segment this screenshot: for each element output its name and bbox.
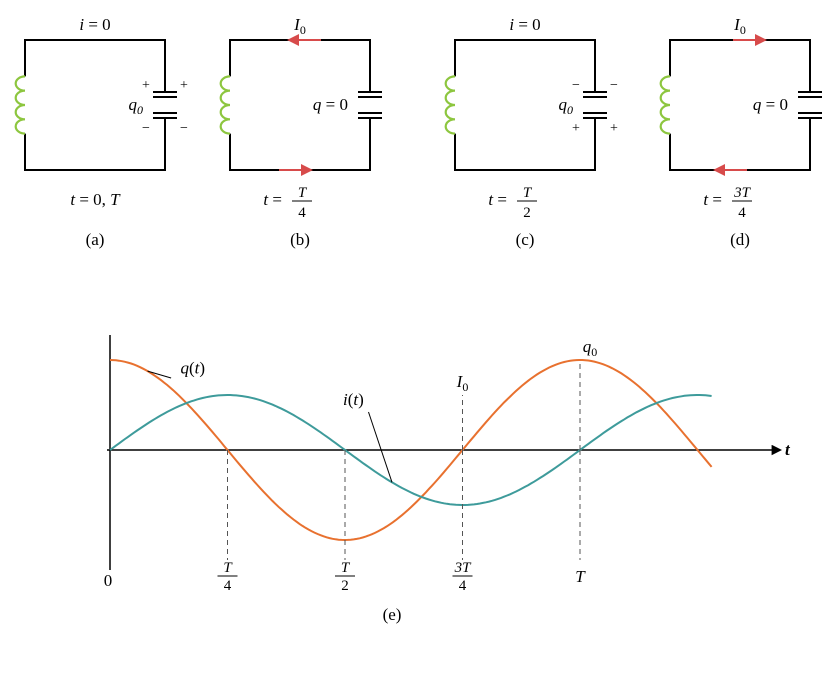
figure-svg: ++−−q0i = 0t = 0, T(a)q = 0I0t = T4(b)−−… bbox=[10, 10, 828, 671]
panel-label: (b) bbox=[290, 230, 310, 249]
panel-label: (a) bbox=[86, 230, 105, 249]
inductor bbox=[16, 76, 25, 133]
svg-text:t =: t = bbox=[263, 190, 282, 209]
svg-text:4: 4 bbox=[298, 205, 306, 221]
i-label: i(t) bbox=[343, 390, 364, 409]
svg-text:+: + bbox=[572, 121, 580, 136]
tick-label: T bbox=[575, 567, 586, 586]
fraction-label: t = 3T 4 bbox=[703, 185, 752, 221]
svg-text:4: 4 bbox=[224, 578, 232, 594]
panel-label: (d) bbox=[730, 230, 750, 249]
axis-label-t: t bbox=[785, 440, 791, 459]
svg-text:2: 2 bbox=[341, 578, 349, 594]
time-label: t = 0, T bbox=[70, 190, 121, 209]
fraction-label: t = T 4 bbox=[263, 185, 312, 221]
current-label: i = 0 bbox=[79, 15, 110, 34]
svg-text:4: 4 bbox=[738, 205, 746, 221]
polarity-sign: + bbox=[142, 78, 150, 93]
svg-text:4: 4 bbox=[459, 578, 467, 594]
svg-text:2: 2 bbox=[523, 205, 531, 221]
tick-label: 3T bbox=[454, 560, 473, 576]
lc-circuit: q = 0 I0 t = T 4 (b) bbox=[221, 15, 382, 249]
wire bbox=[670, 118, 810, 170]
inductor bbox=[221, 76, 230, 133]
fraction-label: t = T 2 bbox=[488, 185, 537, 221]
q-label: q(t) bbox=[181, 359, 206, 378]
svg-text:−: − bbox=[180, 121, 188, 136]
q0-peak-label: q0 bbox=[583, 337, 598, 359]
svg-text:3T: 3T bbox=[733, 185, 752, 201]
current-label: I0 bbox=[293, 15, 306, 37]
svg-text:t =: t = bbox=[488, 190, 507, 209]
svg-text:t =: t = bbox=[703, 190, 722, 209]
current-label: I0 bbox=[733, 15, 746, 37]
tick-label: T bbox=[341, 560, 351, 576]
wire bbox=[230, 118, 370, 170]
lc-circuit: q = 0 I0 t = 3T 4 (d) bbox=[661, 15, 822, 249]
svg-text:−: − bbox=[142, 121, 150, 136]
svg-text:T: T bbox=[298, 185, 308, 201]
i0-peak-label: I0 bbox=[456, 372, 469, 394]
lc-circuit: + + − − q0 i = 0 t = 0, T (a) bbox=[16, 15, 188, 249]
polarity-sign: − bbox=[572, 78, 580, 93]
wire bbox=[670, 40, 810, 92]
oscillation-graph: t T 4 T 2 3T 4 T 0 q(t) i(t) I0 q0 (e) bbox=[104, 335, 791, 624]
panel-label: (c) bbox=[516, 230, 535, 249]
capacitor-label: q0 bbox=[559, 95, 574, 117]
inductor bbox=[446, 76, 455, 133]
tick-label: T bbox=[223, 560, 233, 576]
lc-circuit: − − + + q0 i = 0 t = T 2 (c) bbox=[446, 15, 618, 249]
svg-text:+: + bbox=[610, 121, 618, 136]
figure-container: ++−−q0i = 0t = 0, T(a)q = 0I0t = T4(b)−−… bbox=[10, 10, 828, 671]
panel-label: (e) bbox=[383, 605, 402, 624]
origin-label: 0 bbox=[104, 571, 113, 590]
capacitor-label: q0 bbox=[129, 95, 144, 117]
inductor bbox=[661, 76, 670, 133]
capacitor-label: q = 0 bbox=[313, 95, 348, 114]
svg-text:T: T bbox=[523, 185, 533, 201]
capacitor-label: q = 0 bbox=[753, 95, 788, 114]
svg-text:+: + bbox=[180, 78, 188, 93]
wire bbox=[230, 40, 370, 92]
current-label: i = 0 bbox=[509, 15, 540, 34]
svg-text:−: − bbox=[610, 78, 618, 93]
